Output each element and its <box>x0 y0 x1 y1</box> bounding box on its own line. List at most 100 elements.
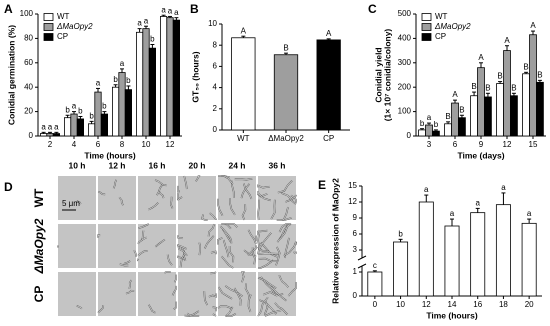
hypha-highlight <box>156 183 164 196</box>
hypha-highlight <box>293 251 297 254</box>
hypha-highlight <box>177 235 183 239</box>
panel-label: D <box>4 180 13 194</box>
significance-letter: B <box>511 83 516 92</box>
x-tick-label: 18 <box>499 300 508 309</box>
hypha-highlight <box>243 183 252 200</box>
hypha-highlight <box>290 195 297 203</box>
significance-letter: c <box>373 261 377 270</box>
bar <box>166 17 174 137</box>
hypha-highlight <box>187 313 200 317</box>
significance-letter: a <box>424 185 429 194</box>
hypha-highlight <box>133 250 137 257</box>
legend-swatch <box>43 13 54 21</box>
micrograph <box>138 272 176 316</box>
bar <box>496 83 504 137</box>
row-label: CP <box>32 286 46 303</box>
hypha-highlight <box>277 180 293 193</box>
y-tick-label: 200 <box>398 82 412 91</box>
x-tick-label: 3 <box>427 140 432 149</box>
micrograph <box>178 272 216 316</box>
significance-letter: b <box>126 76 131 85</box>
significance-letter: b <box>398 229 403 238</box>
hypha-highlight <box>221 175 234 185</box>
hypha-highlight <box>257 185 270 189</box>
x-tick-label: 12 <box>166 140 175 149</box>
break-mark <box>357 255 367 261</box>
significance-letter: a <box>48 122 53 131</box>
y-tick-label: 9 <box>353 213 358 222</box>
hypha-highlight <box>225 285 243 297</box>
hypha-highlight <box>274 302 288 315</box>
y-tick-label: 3 <box>353 245 358 254</box>
y-tick-label: 15 <box>348 181 357 190</box>
hypha-highlight <box>225 313 236 317</box>
hypha-highlight <box>247 245 257 256</box>
y-axis-label: (1× 10⁷ conidia/colony) <box>382 29 392 122</box>
scale-bar-label: 5 μm <box>62 199 80 208</box>
hypha-highlight <box>180 253 185 268</box>
hypha-highlight <box>183 175 188 190</box>
bar <box>458 117 466 137</box>
hypha-highlight <box>212 313 217 317</box>
micrograph <box>58 272 96 316</box>
hypha-highlight <box>138 223 149 229</box>
bar <box>124 89 132 137</box>
hypha-highlight <box>279 223 291 240</box>
hypha-highlight <box>204 235 214 249</box>
y-axis-label: Conidial yield <box>373 47 383 102</box>
hypha-highlight <box>241 271 245 283</box>
hypha-highlight <box>279 223 292 233</box>
x-tick-label: 10 <box>142 140 151 149</box>
legend-label: ΔMaOpy2 <box>56 22 93 31</box>
column-label: 10 h <box>68 160 85 170</box>
x-tick-label: 6 <box>96 140 101 149</box>
bar <box>316 39 341 131</box>
hypha-highlight <box>199 242 201 256</box>
hypha-highlight <box>174 274 177 283</box>
hypha-highlight <box>264 300 268 317</box>
legend-swatch <box>421 13 432 21</box>
bar <box>536 81 544 137</box>
hypha-highlight <box>212 306 217 312</box>
bar <box>367 271 383 297</box>
hypha-highlight <box>248 229 257 245</box>
hypha-highlight <box>258 232 272 250</box>
significance-letter: a <box>450 209 455 218</box>
hypha-highlight <box>76 200 82 205</box>
bar <box>135 31 144 137</box>
hypha-highlight <box>242 204 246 221</box>
significance-letter: a <box>96 79 101 88</box>
legend-label: CP <box>435 32 446 41</box>
hypha-highlight <box>234 287 242 306</box>
x-tick-label: WT <box>237 134 250 143</box>
hypha-highlight <box>201 214 208 221</box>
legend-swatch <box>421 33 432 41</box>
hypha-highlight <box>208 293 217 298</box>
panel-label: E <box>318 178 326 192</box>
x-tick-label: 12 <box>503 140 512 149</box>
bar <box>503 50 511 137</box>
significance-letter: A <box>530 21 536 30</box>
hypha-highlight <box>177 244 188 256</box>
hypha-highlight <box>229 198 236 215</box>
hypha-highlight <box>241 183 250 199</box>
bar <box>432 130 440 137</box>
hypha-highlight <box>167 254 173 266</box>
column-label: 24 h <box>228 160 245 170</box>
legend-label: ΔMaOpy2 <box>434 22 471 31</box>
hypha-highlight <box>97 305 104 313</box>
micrograph <box>58 224 96 268</box>
significance-letter: B <box>497 72 502 81</box>
significance-letter: b <box>150 35 155 44</box>
hypha-highlight <box>209 212 217 220</box>
significance-letter: A <box>326 29 332 38</box>
hypha-highlight <box>258 259 274 269</box>
hypha-highlight <box>281 192 297 205</box>
y-tick-label: 6 <box>353 229 358 238</box>
hypha-highlight <box>137 237 147 244</box>
bar <box>76 118 84 137</box>
significance-letter: b <box>102 102 107 111</box>
bar <box>100 113 108 137</box>
y-axis-label: Relative expression of MaOpy2 <box>330 178 340 304</box>
